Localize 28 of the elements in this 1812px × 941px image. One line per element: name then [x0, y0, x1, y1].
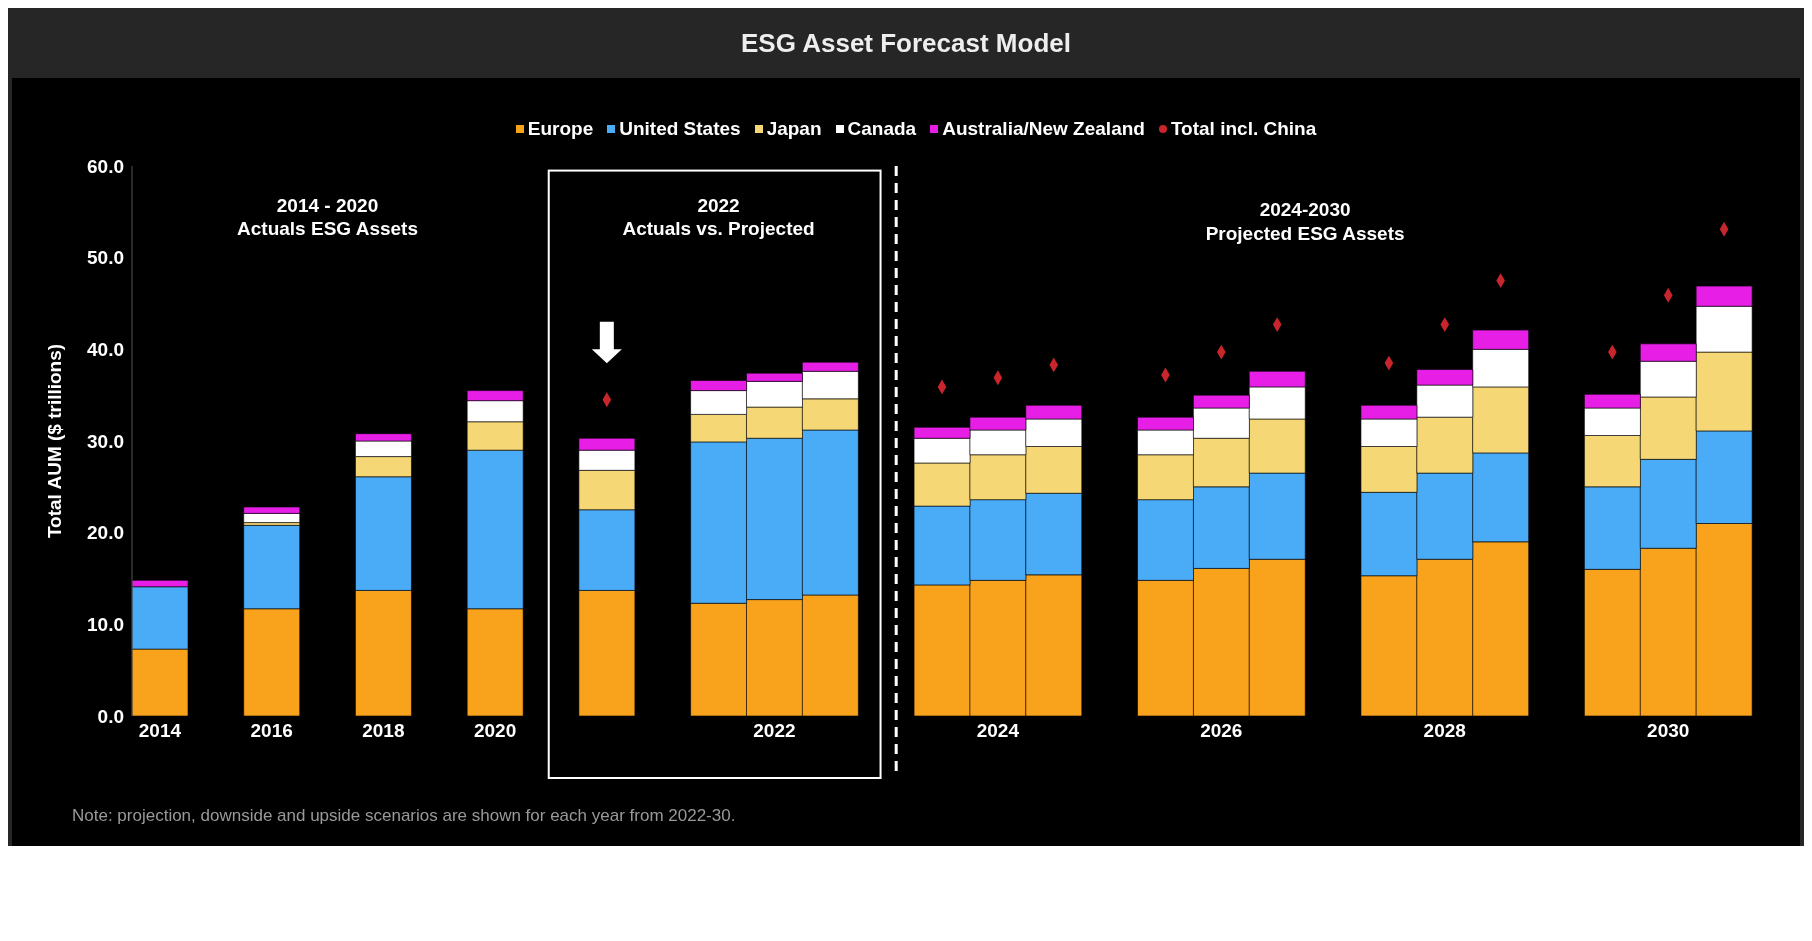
- x-tick-label: 2018: [362, 720, 405, 742]
- annotation: 2024-2030 Projected ESG Assets: [1204, 198, 1406, 246]
- y-axis-title: Total AUM ($ trillions): [43, 343, 65, 539]
- x-tick-label: 2016: [250, 720, 293, 742]
- y-tick-label: 10.0: [87, 614, 124, 636]
- x-tick-label: 2020: [473, 720, 517, 742]
- legend-label: Canada: [846, 118, 917, 140]
- chart-title: ESG Asset Forecast Model: [740, 26, 1072, 60]
- x-tick-label: 2030: [1647, 720, 1690, 742]
- legend-label: Total incl. China: [1169, 118, 1317, 140]
- legend-label: Australia/New Zealand: [941, 118, 1145, 140]
- x-tick-label: 2022: [753, 720, 796, 742]
- x-tick-label: 2024: [976, 720, 1020, 742]
- legend-label: Europe: [526, 118, 594, 140]
- x-tick-label: 2014: [138, 720, 182, 742]
- y-tick-label: 20.0: [87, 522, 124, 544]
- y-tick-label: 40.0: [87, 339, 124, 361]
- y-tick-label: 50.0: [87, 247, 124, 269]
- x-tick-label: 2026: [1200, 720, 1243, 742]
- legend-label: Japan: [765, 118, 822, 140]
- y-tick-label: 30.0: [87, 430, 124, 452]
- x-tick-label: 2028: [1423, 720, 1466, 742]
- y-tick-label: 60.0: [87, 155, 124, 177]
- y-tick-label: 0.0: [97, 705, 124, 727]
- annotation: 2014 - 2020 Actuals ESG Assets: [236, 193, 419, 241]
- legend-label: United States: [618, 118, 741, 140]
- text: Note: projection, downside and upside scenarios are shown for each year from 2022-30.: [71, 805, 737, 826]
- annotation: 2022 Actuals vs. Projected: [621, 193, 816, 241]
